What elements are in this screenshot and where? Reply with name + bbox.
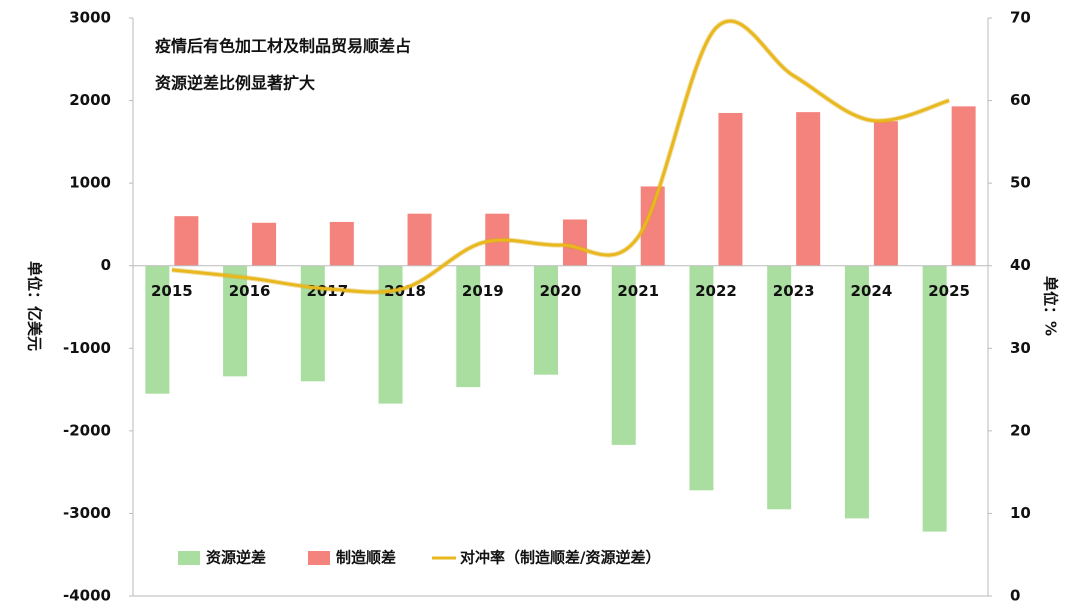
bar xyxy=(844,265,869,519)
y2-tick-label: 0 xyxy=(1010,587,1020,605)
y2-axis-label: 单位：% xyxy=(1042,276,1060,336)
x-tick-label: 2022 xyxy=(695,282,737,300)
x-tick-label: 2015 xyxy=(151,282,193,300)
y-tick-label: -1000 xyxy=(63,339,111,357)
bar xyxy=(718,112,743,266)
y2-tick-label: 70 xyxy=(1010,9,1031,27)
x-tick-label: 2019 xyxy=(462,282,504,300)
legend-label: 资源逆差 xyxy=(206,549,266,567)
bar xyxy=(329,221,354,266)
bar xyxy=(689,265,714,491)
bar xyxy=(534,265,558,375)
x-tick-label: 2024 xyxy=(851,282,893,300)
bar xyxy=(796,112,821,266)
y-tick-label: 2000 xyxy=(69,91,111,109)
y2-tick-label: 60 xyxy=(1010,91,1031,109)
y-tick-label: 1000 xyxy=(69,174,111,192)
y-tick-label: 0 xyxy=(101,256,111,274)
x-tick-label: 2025 xyxy=(928,282,970,300)
bar xyxy=(767,265,792,510)
y2-tick-label: 10 xyxy=(1010,504,1031,522)
bar xyxy=(951,106,976,266)
legend-swatch xyxy=(178,551,200,565)
legend-label: 对冲率（制造顺差/资源逆差） xyxy=(460,549,660,567)
y-tick-label: -4000 xyxy=(63,587,111,605)
legend-swatch xyxy=(308,551,330,565)
x-tick-label: 2023 xyxy=(773,282,815,300)
bar xyxy=(456,265,481,388)
y2-tick-label: 50 xyxy=(1010,174,1031,192)
line xyxy=(171,19,950,294)
chart-title: 资源逆差比例显著扩大 xyxy=(155,74,315,93)
line xyxy=(171,18,950,295)
bar xyxy=(145,265,170,394)
chart-title: 疫情后有色加工材及制品贸易顺差占 xyxy=(155,37,411,56)
y2-tick-label: 40 xyxy=(1010,256,1031,274)
x-tick-label: 2021 xyxy=(617,282,659,300)
bar xyxy=(174,216,199,266)
x-tick-label: 2016 xyxy=(229,282,271,300)
y-axis-label: 单位：亿美元 xyxy=(26,261,44,351)
y2-tick-label: 20 xyxy=(1010,421,1031,439)
y2-tick-label: 30 xyxy=(1010,339,1031,357)
bar xyxy=(611,265,636,445)
bar xyxy=(223,265,248,377)
y-tick-label: 3000 xyxy=(69,9,111,27)
bar xyxy=(563,219,587,266)
x-tick-label: 2018 xyxy=(384,282,426,300)
bar xyxy=(922,265,947,532)
bar xyxy=(873,121,898,266)
y-tick-label: -3000 xyxy=(63,504,111,522)
bar xyxy=(407,213,432,266)
legend-label: 制造顺差 xyxy=(336,549,396,567)
y-tick-label: -2000 xyxy=(63,421,111,439)
x-tick-label: 2020 xyxy=(540,282,582,300)
bar xyxy=(252,222,277,266)
